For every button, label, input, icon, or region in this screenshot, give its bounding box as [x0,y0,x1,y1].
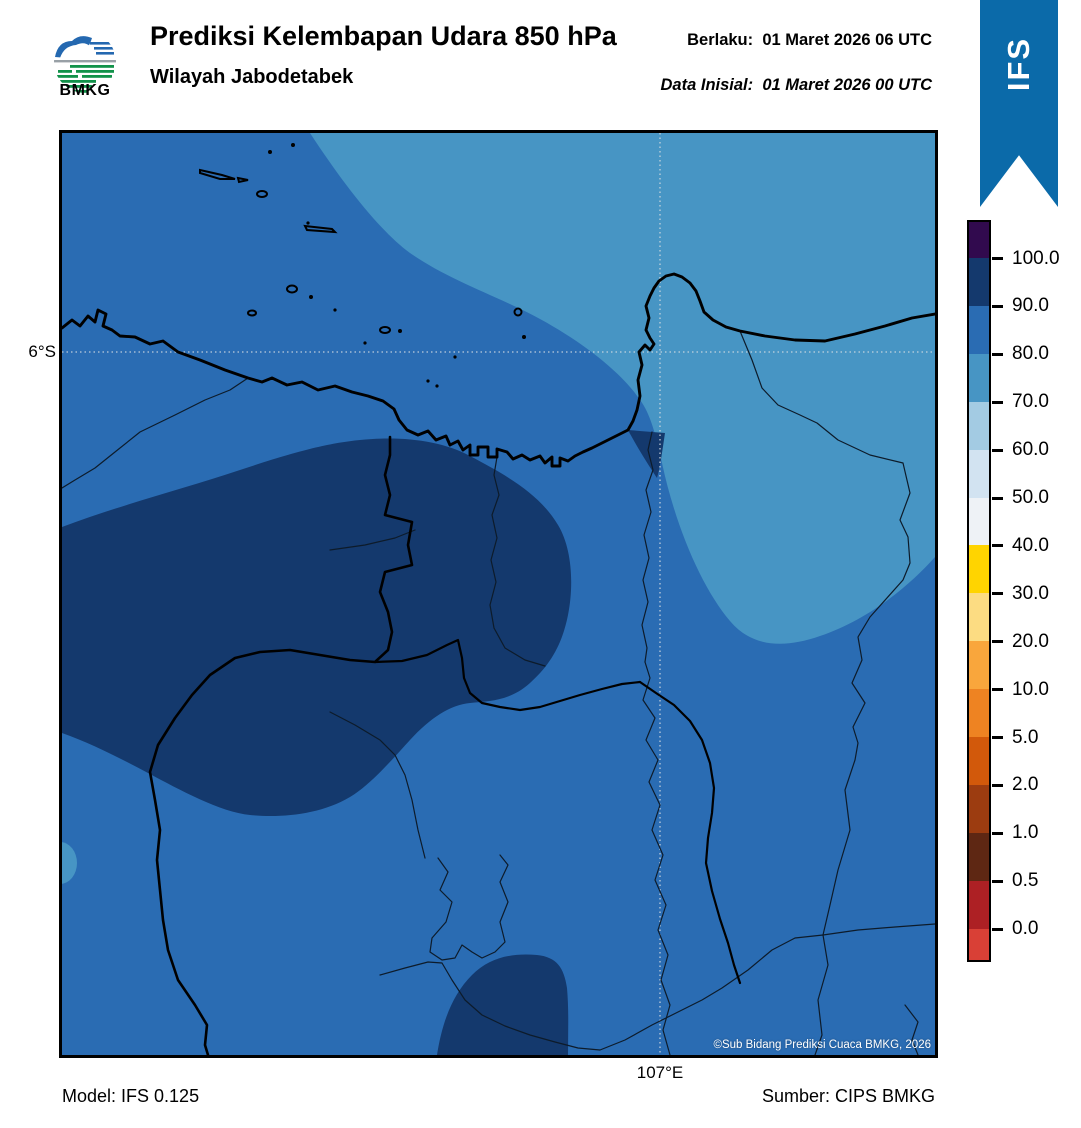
colorbar-tick [992,927,1003,931]
colorbar-segment [969,928,989,961]
colorbar-tick-label: 10.0 [1012,678,1049,700]
colorbar-tick-label: 100.0 [1012,247,1060,269]
page-subtitle: Wilayah Jabodetabek [150,66,354,88]
colorbar-tick [992,592,1003,596]
colorbar-segment [969,784,989,834]
colorbar-tick-label: 1.0 [1012,822,1039,844]
colorbar-segment [969,258,989,307]
valid-time-line: Berlaku: 01 Maret 2026 06 UTC [0,31,932,50]
field-70-80-northeast [310,133,935,644]
colorbar-tick-label: 30.0 [1012,582,1049,604]
colorbar-tick-label: 0.0 [1012,918,1039,940]
longitude-tick-label: 107°E [636,1063,684,1082]
humidity-colorbar [967,220,991,962]
init-time-label: Data Inisial: [660,76,754,94]
footer-model-label: Model: IFS 0.125 [62,1086,200,1106]
colorbar-tick [992,879,1003,883]
map-canvas [43,130,938,1058]
colorbar-tick-label: 60.0 [1012,439,1049,461]
field-90-100-main [62,438,572,817]
colorbar-segment [969,401,989,451]
colorbar-tick-label: 20.0 [1012,630,1049,652]
colorbar-segment [969,880,989,930]
district-boundaries [61,330,936,1056]
colorbar-tick-label: 70.0 [1012,391,1049,413]
colorbar-tick [992,831,1003,835]
colorbar-tick-label: 2.0 [1012,774,1039,796]
bmkg-logo-label: BMKG [59,82,111,99]
colorbar-segment [969,353,989,403]
colorbar-tick-label: 40.0 [1012,534,1049,556]
colorbar-segment [969,497,989,546]
colorbar-segment [969,832,989,882]
colorbar-segment [969,689,989,738]
province-boundaries [148,435,742,1057]
colorbar-tick [992,257,1003,260]
map-copyright: ©Sub Bidang Prediksi Cuaca BMKG, 2026 [713,1039,931,1051]
valid-time-label: Berlaku: [687,31,754,49]
colorbar-segment [969,737,989,786]
bmkg-logo [54,31,116,93]
colorbar-tick-label: 90.0 [1012,295,1049,317]
colorbar-tick [992,783,1003,787]
colorbar-segment [969,449,989,498]
colorbar-tick [992,304,1003,308]
coastline [60,272,937,468]
ifs-model-ribbon: IFS [980,0,1058,207]
latitude-tick-label: 6°S [28,342,56,361]
colorbar-tick [992,400,1003,404]
colorbar-segment [969,593,989,642]
colorbar-tick [992,736,1003,739]
colorbar-tick-label: 50.0 [1012,487,1049,508]
colorbar-tick-label: 80.0 [1012,343,1049,365]
colorbar-tick [992,496,1003,500]
colorbar-segment [969,222,989,259]
init-time-line: Data Inisial: 01 Maret 2026 00 UTC [0,76,932,95]
colorbar-tick [992,448,1003,452]
colorbar-segment [969,641,989,690]
colorbar-tick-label: 0.5 [1012,870,1039,892]
colorbar-tick-label: 5.0 [1012,726,1039,748]
init-time-value: 01 Maret 2026 00 UTC [762,76,932,94]
page-title: Prediksi Kelembapan Udara 850 hPa [150,21,617,51]
colorbar-tick [992,352,1003,356]
valid-time-value: 01 Maret 2026 06 UTC [762,31,932,49]
islands [199,143,526,388]
colorbar-tick [992,688,1003,692]
colorbar-tick [992,544,1003,548]
ifs-ribbon-label: IFS [1001,36,1036,92]
humidity-contour-map [43,133,937,1057]
colorbar-tick [992,640,1003,644]
footer-source-label: Sumber: CIPS BMKG [761,1086,935,1106]
field-90-100-bay-wedge [628,430,665,478]
colorbar-segment [969,305,989,355]
field-90-100-bottom [437,954,569,1055]
colorbar-segment [969,545,989,594]
